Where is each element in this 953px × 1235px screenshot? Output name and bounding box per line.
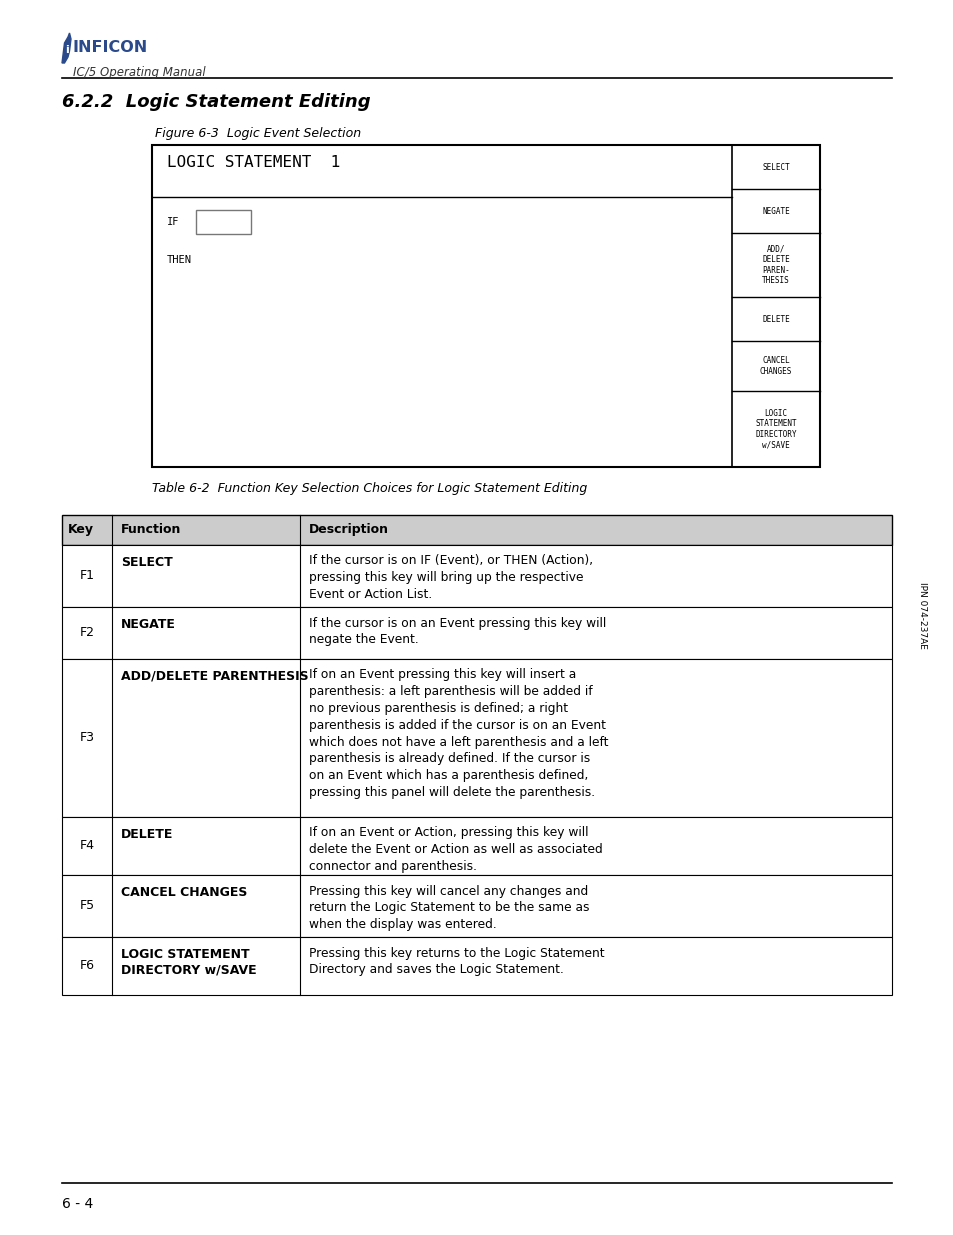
Text: F1: F1 [79, 569, 94, 582]
Text: IPN 074-237AE: IPN 074-237AE [917, 582, 925, 648]
Bar [195, 210, 251, 233]
Text: If on an Event pressing this key will insert a
parenthesis: a left parenthesis w: If on an Event pressing this key will in… [309, 668, 608, 799]
Text: SELECT: SELECT [761, 163, 789, 172]
Text: If on an Event or Action, pressing this key will
delete the Event or Action as w: If on an Event or Action, pressing this … [309, 826, 602, 873]
Text: Figure 6-3  Logic Event Selection: Figure 6-3 Logic Event Selection [154, 127, 361, 140]
Text: DELETE: DELETE [761, 315, 789, 324]
Text: F2: F2 [79, 626, 94, 638]
Text: If the cursor is on IF (Event), or THEN (Action),
pressing this key will bring u: If the cursor is on IF (Event), or THEN … [309, 555, 593, 601]
Text: F5: F5 [79, 899, 94, 911]
Bar [62, 874, 891, 936]
Text: LOGIC STATEMENT  1: LOGIC STATEMENT 1 [167, 156, 340, 170]
Text: If the cursor is on an Event pressing this key will
negate the Event.: If the cursor is on an Event pressing th… [309, 616, 605, 646]
Text: 6.2.2  Logic Statement Editing: 6.2.2 Logic Statement Editing [62, 93, 370, 111]
Text: LOGIC STATEMENT
DIRECTORY w/SAVE: LOGIC STATEMENT DIRECTORY w/SAVE [121, 947, 256, 977]
Text: Function: Function [121, 524, 181, 536]
Bar [62, 658, 891, 816]
Text: INFICON: INFICON [73, 41, 148, 56]
Text: F3: F3 [79, 731, 94, 743]
Bar [152, 144, 820, 467]
Text: THEN: THEN [167, 254, 192, 266]
Bar [62, 606, 891, 658]
Text: DELETE: DELETE [121, 827, 173, 841]
Text: ADD/
DELETE
PAREN-
THESIS: ADD/ DELETE PAREN- THESIS [761, 245, 789, 285]
Text: Pressing this key returns to the Logic Statement
Directory and saves the Logic S: Pressing this key returns to the Logic S… [309, 946, 604, 977]
Bar [62, 936, 891, 994]
Text: F6: F6 [79, 960, 94, 972]
Text: LOGIC
STATEMENT
DIRECTORY
w/SAVE: LOGIC STATEMENT DIRECTORY w/SAVE [755, 409, 796, 450]
Bar [62, 545, 891, 606]
Text: Key: Key [68, 524, 94, 536]
Text: 6 - 4: 6 - 4 [62, 1197, 93, 1212]
Text: IC/5 Operating Manual: IC/5 Operating Manual [73, 65, 206, 79]
Text: IF: IF [167, 217, 179, 227]
Bar [62, 816, 891, 874]
Text: NEGATE: NEGATE [761, 206, 789, 215]
Text: SELECT: SELECT [121, 556, 172, 568]
Text: CANCEL CHANGES: CANCEL CHANGES [121, 885, 247, 899]
Text: CANCEL
CHANGES: CANCEL CHANGES [759, 357, 791, 375]
Bar [62, 515, 891, 545]
Text: NEGATE: NEGATE [121, 618, 175, 631]
Text: ADD/DELETE PARENTHESIS: ADD/DELETE PARENTHESIS [121, 669, 309, 683]
Text: Description: Description [309, 524, 389, 536]
Text: F4: F4 [79, 839, 94, 852]
Text: Table 6-2  Function Key Selection Choices for Logic Statement Editing: Table 6-2 Function Key Selection Choices… [152, 482, 587, 495]
Polygon shape [62, 33, 71, 63]
Text: i: i [65, 44, 69, 56]
Text: Pressing this key will cancel any changes and
return the Logic Statement to be t: Pressing this key will cancel any change… [309, 884, 589, 931]
